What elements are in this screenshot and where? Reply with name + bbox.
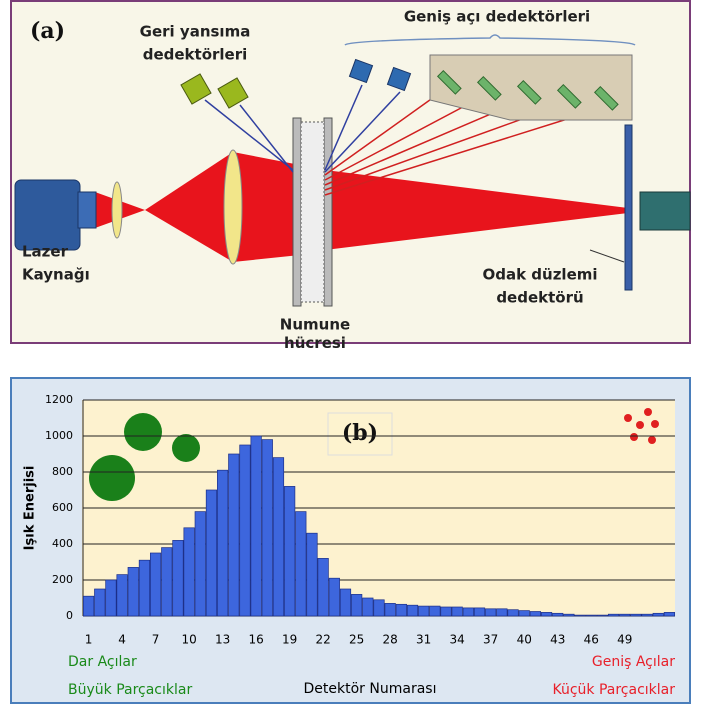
bar <box>541 612 551 616</box>
bar <box>184 528 194 616</box>
bar <box>642 614 652 616</box>
bar <box>385 603 395 616</box>
x-tick-label: 43 <box>550 633 565 647</box>
bar <box>296 512 306 616</box>
bar <box>597 615 607 616</box>
bar <box>497 609 507 616</box>
label: Odak düzlemi <box>482 266 597 284</box>
bar <box>262 440 272 616</box>
bar <box>619 614 629 616</box>
bar <box>284 486 294 616</box>
bar <box>95 589 105 616</box>
y-tick-label: 1000 <box>45 429 73 442</box>
bar <box>530 612 540 617</box>
bar <box>463 608 473 616</box>
bar <box>307 533 317 616</box>
bar <box>430 606 440 616</box>
bar <box>552 613 562 616</box>
bar <box>608 614 618 616</box>
bar <box>273 458 283 616</box>
annotation: Geniş Açılar <box>592 654 675 670</box>
x-tick-label: 10 <box>181 633 196 647</box>
bar <box>340 589 350 616</box>
y-tick-label: 400 <box>52 537 73 550</box>
x-tick-label: 46 <box>584 633 599 647</box>
bar <box>631 614 641 616</box>
x-tick-label: 7 <box>152 633 160 647</box>
bar <box>318 558 328 616</box>
label: hücresi <box>284 334 346 352</box>
panel-a <box>11 1 690 343</box>
y-axis-label: Işık Enerjisi <box>23 466 38 551</box>
bar <box>106 580 116 616</box>
y-tick-label: 1200 <box>45 393 73 406</box>
panel-label: (b) <box>342 420 378 446</box>
bar <box>586 615 596 616</box>
bar <box>508 610 518 616</box>
label: dedektörü <box>496 289 583 307</box>
bar <box>251 436 261 616</box>
x-tick-label: 37 <box>483 633 498 647</box>
bar <box>664 612 674 616</box>
bar <box>407 605 417 616</box>
label: Lazer <box>22 243 69 261</box>
bar <box>173 540 183 616</box>
x-tick-label: 4 <box>118 633 126 647</box>
bar <box>418 606 428 616</box>
x-tick-label: 25 <box>349 633 364 647</box>
bar <box>150 553 160 616</box>
label: dedektörleri <box>143 46 248 64</box>
bar <box>653 613 663 616</box>
bar <box>117 575 127 616</box>
bar <box>162 548 172 616</box>
bar <box>441 607 451 616</box>
bar <box>83 596 93 616</box>
x-tick-label: 49 <box>617 633 632 647</box>
bar <box>229 454 239 616</box>
bar <box>139 560 149 616</box>
x-tick-label: 40 <box>517 633 532 647</box>
x-tick-label: 28 <box>383 633 398 647</box>
figure: (a) Geri yansıma dedektörleri Geniş açı … <box>0 0 701 706</box>
bar <box>374 600 384 616</box>
x-tick-label: 22 <box>316 633 331 647</box>
panel-label: (a) <box>30 18 65 44</box>
annotation: Dar Açılar <box>68 654 137 670</box>
label: Kaynağı <box>22 266 90 284</box>
annotation: Küçük Parçacıklar <box>552 682 675 698</box>
bar <box>240 445 250 616</box>
bar <box>206 490 216 616</box>
x-axis-label: Detektör Numarası <box>304 681 437 697</box>
label: Geri yansıma <box>140 23 251 41</box>
y-tick-label: 600 <box>52 501 73 514</box>
label: Geniş açı dedektörleri <box>404 8 590 26</box>
annotation: Büyük Parçacıklar <box>68 682 192 698</box>
bar <box>519 611 529 616</box>
x-tick-label: 19 <box>282 633 297 647</box>
x-tick-label: 13 <box>215 633 230 647</box>
y-tick-label: 800 <box>52 465 73 478</box>
bar <box>485 609 495 616</box>
x-tick-label: 34 <box>450 633 465 647</box>
bar <box>329 578 339 616</box>
bar <box>351 594 361 616</box>
bar <box>452 607 462 616</box>
bar <box>396 604 406 616</box>
bar <box>363 598 373 616</box>
bar <box>474 608 484 616</box>
y-tick-label: 200 <box>52 573 73 586</box>
x-tick-label: 31 <box>416 633 431 647</box>
y-tick-label: 0 <box>66 609 73 622</box>
bar <box>128 567 138 616</box>
bar <box>217 470 227 616</box>
bar <box>575 615 585 616</box>
x-tick-label: 1 <box>85 633 93 647</box>
bar <box>195 512 205 616</box>
bar <box>564 614 574 616</box>
x-tick-label: 16 <box>248 633 263 647</box>
label: Numune <box>280 316 350 334</box>
